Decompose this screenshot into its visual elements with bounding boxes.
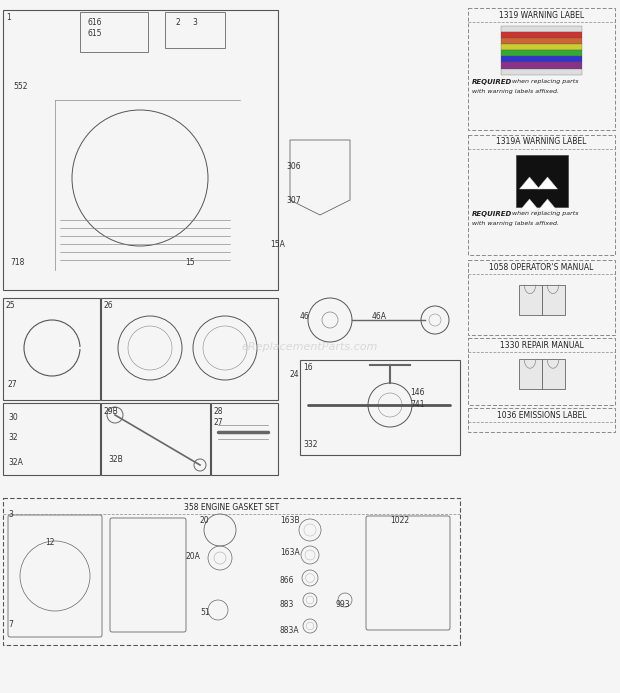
Bar	[518, 359, 541, 389]
Text: 32B: 32B	[108, 455, 123, 464]
Text: 24: 24	[290, 370, 299, 379]
Text: 26: 26	[104, 301, 113, 310]
Bar	[501, 56, 582, 62]
Text: with warning labels affixed.: with warning labels affixed.	[472, 221, 559, 226]
Polygon shape	[538, 177, 557, 189]
Text: 12: 12	[45, 538, 55, 547]
Text: 27: 27	[8, 380, 17, 389]
Text: 1: 1	[6, 13, 11, 22]
Text: 15A: 15A	[270, 240, 285, 249]
Text: 51: 51	[200, 608, 210, 617]
Bar	[300, 360, 460, 455]
Text: 7: 7	[8, 620, 13, 629]
Bar	[515, 155, 567, 207]
Bar	[80, 12, 148, 52]
Text: 29B: 29B	[104, 407, 119, 416]
Text: 32A: 32A	[8, 458, 23, 467]
Text: 46: 46	[300, 312, 310, 321]
Bar	[518, 285, 541, 315]
Bar	[468, 8, 615, 130]
Polygon shape	[520, 199, 539, 211]
Bar	[501, 38, 582, 44]
Text: 163A: 163A	[280, 548, 299, 557]
Text: 15: 15	[185, 258, 195, 267]
Bar	[101, 298, 278, 400]
Bar	[165, 12, 225, 48]
Text: 1330 REPAIR MANUAL: 1330 REPAIR MANUAL	[500, 340, 583, 349]
Polygon shape	[538, 199, 557, 211]
Bar	[501, 51, 582, 56]
Text: 332: 332	[303, 440, 317, 449]
Bar	[3, 298, 100, 400]
Text: 741: 741	[410, 400, 425, 409]
Bar	[468, 135, 615, 255]
Bar	[501, 62, 582, 69]
Text: 615: 615	[88, 29, 102, 38]
Bar	[501, 44, 582, 51]
Text: 1022: 1022	[390, 516, 409, 525]
Text: 3: 3	[8, 510, 13, 519]
Text: 883A: 883A	[280, 626, 299, 635]
Bar	[501, 26, 582, 32]
Text: REQUIRED: REQUIRED	[472, 78, 512, 85]
Text: 616: 616	[88, 18, 102, 27]
Bar	[3, 498, 460, 645]
Text: 3: 3	[192, 18, 197, 27]
Text: when replacing parts: when replacing parts	[510, 211, 578, 216]
Text: 358 ENGINE GASKET SET: 358 ENGINE GASKET SET	[184, 502, 279, 511]
Bar	[468, 260, 615, 335]
Text: 1036 EMISSIONS LABEL: 1036 EMISSIONS LABEL	[497, 410, 587, 419]
Text: 993: 993	[335, 600, 350, 609]
Bar	[501, 32, 582, 38]
Text: 866: 866	[280, 576, 294, 585]
Text: 25: 25	[6, 301, 16, 310]
Polygon shape	[520, 177, 539, 189]
Text: 1319A WARNING LABEL: 1319A WARNING LABEL	[497, 137, 587, 146]
Text: 718: 718	[10, 258, 24, 267]
Text: 46A: 46A	[372, 312, 387, 321]
Bar	[101, 403, 210, 475]
Text: 32: 32	[8, 433, 17, 442]
Text: REQUIRED: REQUIRED	[472, 211, 512, 217]
Bar	[3, 403, 100, 475]
Bar	[3, 10, 278, 290]
Text: 163B: 163B	[280, 516, 299, 525]
Text: 30: 30	[8, 413, 18, 422]
Bar	[468, 408, 615, 432]
Text: 16: 16	[303, 364, 312, 373]
Bar	[541, 359, 564, 389]
Text: when replacing parts: when replacing parts	[510, 78, 578, 84]
Text: 1319 WARNING LABEL: 1319 WARNING LABEL	[499, 10, 584, 19]
Text: 146: 146	[410, 388, 425, 397]
Text: 1058 OPERATOR'S MANUAL: 1058 OPERATOR'S MANUAL	[489, 263, 594, 272]
Text: 552: 552	[13, 82, 27, 91]
Text: eReplacementParts.com: eReplacementParts.com	[242, 342, 378, 351]
Text: 28: 28	[214, 407, 223, 416]
Bar	[468, 338, 615, 405]
Bar	[501, 69, 582, 75]
Text: 27: 27	[214, 418, 224, 427]
Bar	[211, 403, 278, 475]
Text: 2: 2	[175, 18, 180, 27]
Text: 307: 307	[286, 196, 301, 205]
Text: 306: 306	[286, 162, 301, 171]
Text: 20: 20	[200, 516, 210, 525]
Bar	[541, 285, 564, 315]
Text: 20A: 20A	[185, 552, 200, 561]
Text: with warning labels affixed.: with warning labels affixed.	[472, 89, 559, 94]
Text: 883: 883	[280, 600, 294, 609]
